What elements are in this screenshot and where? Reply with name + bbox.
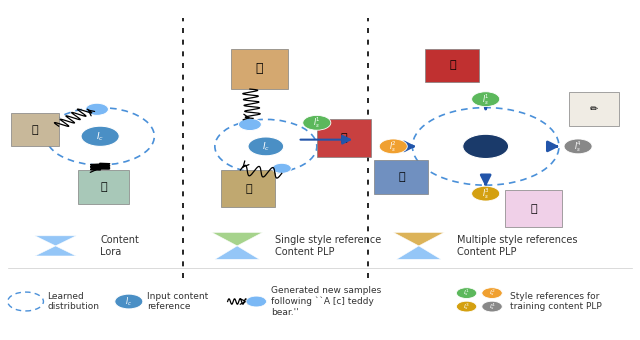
Text: 🦜: 🦜 (530, 204, 537, 214)
Polygon shape (396, 246, 441, 259)
Text: 🌊: 🌊 (398, 172, 405, 182)
Circle shape (246, 296, 266, 307)
Circle shape (239, 118, 261, 131)
Circle shape (380, 139, 407, 154)
Text: $I^3_s$: $I^3_s$ (482, 186, 490, 201)
FancyBboxPatch shape (425, 49, 479, 82)
Text: Generated new samples
following ``A [c] teddy
bear.'': Generated new samples following ``A [c] … (271, 286, 381, 317)
Polygon shape (215, 246, 259, 259)
Text: $I^2_s$: $I^2_s$ (489, 288, 495, 299)
Polygon shape (35, 246, 76, 256)
FancyBboxPatch shape (78, 170, 129, 204)
Text: $I^1_s$: $I^1_s$ (313, 115, 321, 130)
Text: $I^4_s$: $I^4_s$ (574, 139, 582, 154)
Text: $I^4_s$: $I^4_s$ (489, 301, 495, 312)
Polygon shape (35, 236, 76, 246)
Text: Learned
distribution: Learned distribution (47, 292, 99, 311)
Text: Style references for
training content PLP: Style references for training content PL… (510, 292, 602, 311)
Text: $I^2_s$: $I^2_s$ (389, 139, 397, 154)
Polygon shape (212, 232, 262, 246)
Text: 🐻: 🐻 (32, 124, 38, 135)
FancyBboxPatch shape (317, 119, 371, 156)
Polygon shape (394, 232, 444, 246)
Text: $I_c$: $I_c$ (262, 140, 270, 153)
Circle shape (463, 134, 509, 158)
Circle shape (81, 126, 119, 147)
Text: 🍒: 🍒 (449, 61, 456, 70)
Text: Input content
reference: Input content reference (147, 292, 208, 311)
FancyBboxPatch shape (221, 170, 275, 207)
Text: Content
Lora: Content Lora (100, 235, 139, 257)
Circle shape (482, 301, 502, 312)
Circle shape (272, 163, 291, 173)
Circle shape (115, 294, 143, 309)
FancyBboxPatch shape (505, 190, 562, 227)
Text: $I^1_s$: $I^1_s$ (463, 288, 470, 299)
Circle shape (456, 301, 477, 312)
Text: Multiple style references
Content PLP: Multiple style references Content PLP (457, 235, 577, 257)
Text: 🐻: 🐻 (245, 184, 252, 193)
Text: ✏: ✏ (590, 104, 598, 114)
Circle shape (472, 92, 500, 107)
Circle shape (456, 288, 477, 299)
FancyBboxPatch shape (374, 160, 428, 193)
Circle shape (564, 139, 592, 154)
FancyBboxPatch shape (231, 49, 288, 89)
Circle shape (248, 137, 284, 156)
Text: Single style reference
Content PLP: Single style reference Content PLP (275, 235, 381, 257)
FancyBboxPatch shape (568, 92, 620, 126)
FancyBboxPatch shape (11, 113, 59, 147)
Circle shape (482, 288, 502, 299)
Text: $I_c$: $I_c$ (96, 130, 104, 142)
Text: 🌸: 🌸 (341, 133, 348, 143)
Circle shape (86, 103, 108, 115)
Text: $I_c$: $I_c$ (125, 295, 132, 308)
Text: $I^1_s$: $I^1_s$ (482, 92, 490, 107)
Text: $I^3_s$: $I^3_s$ (463, 301, 470, 312)
Text: 🧸: 🧸 (256, 62, 263, 75)
Circle shape (303, 115, 331, 130)
Text: 🐻: 🐻 (100, 182, 107, 192)
Circle shape (472, 186, 500, 201)
